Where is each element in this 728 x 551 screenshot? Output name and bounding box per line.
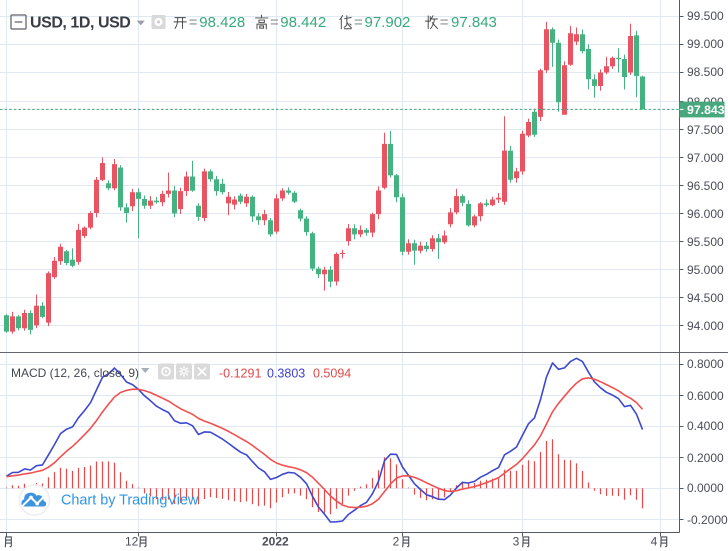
svg-text:99.000: 99.000 bbox=[687, 37, 724, 51]
svg-text:98.428: 98.428 bbox=[199, 14, 245, 31]
svg-text:-0.1291: -0.1291 bbox=[219, 367, 261, 381]
svg-text:0.2000: 0.2000 bbox=[687, 451, 724, 465]
svg-text:12: 12 bbox=[125, 535, 139, 549]
svg-text:95.500: 95.500 bbox=[687, 235, 724, 249]
svg-text:97.000: 97.000 bbox=[687, 151, 724, 165]
svg-text:97.500: 97.500 bbox=[687, 123, 724, 137]
svg-text:4: 4 bbox=[651, 535, 658, 549]
svg-text:=: = bbox=[354, 14, 363, 31]
svg-text:98.500: 98.500 bbox=[687, 65, 724, 79]
svg-text:-0.2000: -0.2000 bbox=[687, 513, 728, 527]
svg-text:=: = bbox=[440, 14, 449, 31]
svg-text:96.500: 96.500 bbox=[687, 179, 724, 193]
svg-text:94.000: 94.000 bbox=[687, 319, 724, 333]
svg-text:0.5094: 0.5094 bbox=[313, 367, 351, 381]
svg-text:0.8000: 0.8000 bbox=[687, 357, 724, 371]
svg-text:94.500: 94.500 bbox=[687, 291, 724, 305]
svg-text:97.843: 97.843 bbox=[451, 14, 497, 31]
svg-text:=: = bbox=[189, 14, 198, 31]
svg-text:Chart by TradingView: Chart by TradingView bbox=[61, 493, 199, 509]
svg-text:USD, 1D, USD: USD, 1D, USD bbox=[30, 15, 130, 32]
svg-text:MACD (12, 26, close, 9): MACD (12, 26, close, 9) bbox=[11, 366, 139, 380]
svg-text:0.0000: 0.0000 bbox=[687, 481, 724, 495]
svg-text:0.3803: 0.3803 bbox=[267, 367, 305, 381]
svg-text:0.6000: 0.6000 bbox=[687, 389, 724, 403]
svg-text:3: 3 bbox=[513, 535, 520, 549]
svg-text:2: 2 bbox=[393, 535, 400, 549]
svg-text:=: = bbox=[270, 14, 279, 31]
svg-text:0.4000: 0.4000 bbox=[687, 419, 724, 433]
svg-text:99.500: 99.500 bbox=[687, 9, 724, 23]
svg-text:96.000: 96.000 bbox=[687, 207, 724, 221]
svg-text:98.442: 98.442 bbox=[280, 14, 326, 31]
svg-text:97.843: 97.843 bbox=[687, 103, 725, 117]
svg-text:2022: 2022 bbox=[262, 535, 289, 549]
svg-text:97.902: 97.902 bbox=[365, 14, 411, 31]
svg-text:95.000: 95.000 bbox=[687, 263, 724, 277]
